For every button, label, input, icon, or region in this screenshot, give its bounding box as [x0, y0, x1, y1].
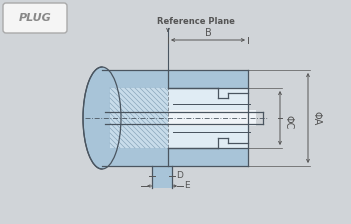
FancyBboxPatch shape — [3, 3, 67, 33]
Bar — [168, 110, 256, 126]
Text: ΦC: ΦC — [283, 115, 293, 129]
Text: ΦA: ΦA — [312, 111, 322, 125]
Text: E: E — [184, 181, 190, 190]
Text: Reference Plane: Reference Plane — [157, 17, 235, 26]
FancyBboxPatch shape — [102, 70, 248, 166]
Bar — [110, 88, 168, 148]
Text: D: D — [176, 172, 183, 181]
Ellipse shape — [83, 67, 121, 169]
Bar — [168, 88, 248, 148]
Text: B: B — [205, 28, 211, 38]
Bar — [152, 166, 172, 188]
Text: PLUG: PLUG — [19, 13, 51, 23]
